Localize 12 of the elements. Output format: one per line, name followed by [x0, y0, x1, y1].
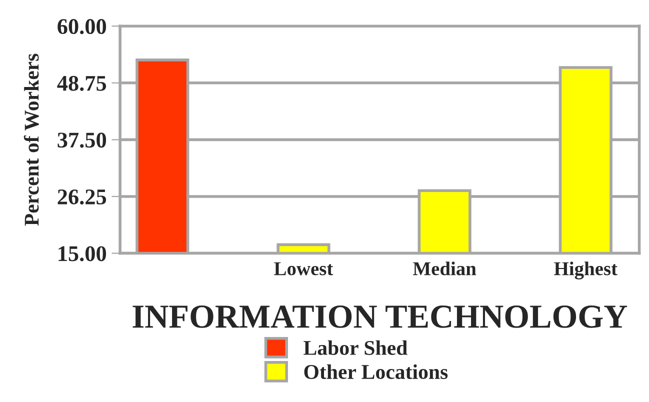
y-tick-label: 15.00: [58, 246, 106, 262]
y-axis-title: Percent of Workers: [24, 54, 39, 226]
x-tick-label: Highest: [554, 262, 618, 280]
y-tick-label: 37.50: [58, 132, 106, 148]
x-tick-label: Lowest: [274, 262, 334, 276]
y-tick-label: 60.00: [58, 19, 106, 34]
legend-label: Labor Shed: [304, 340, 408, 355]
legend-label: Other Locations: [304, 364, 448, 380]
x-tick-label: Median: [413, 262, 476, 276]
y-tick-label: 48.75: [57, 76, 106, 91]
y-tick-label: 26.25: [58, 189, 106, 205]
text: INFORMATION TECHNOLOGY: [132, 306, 628, 328]
